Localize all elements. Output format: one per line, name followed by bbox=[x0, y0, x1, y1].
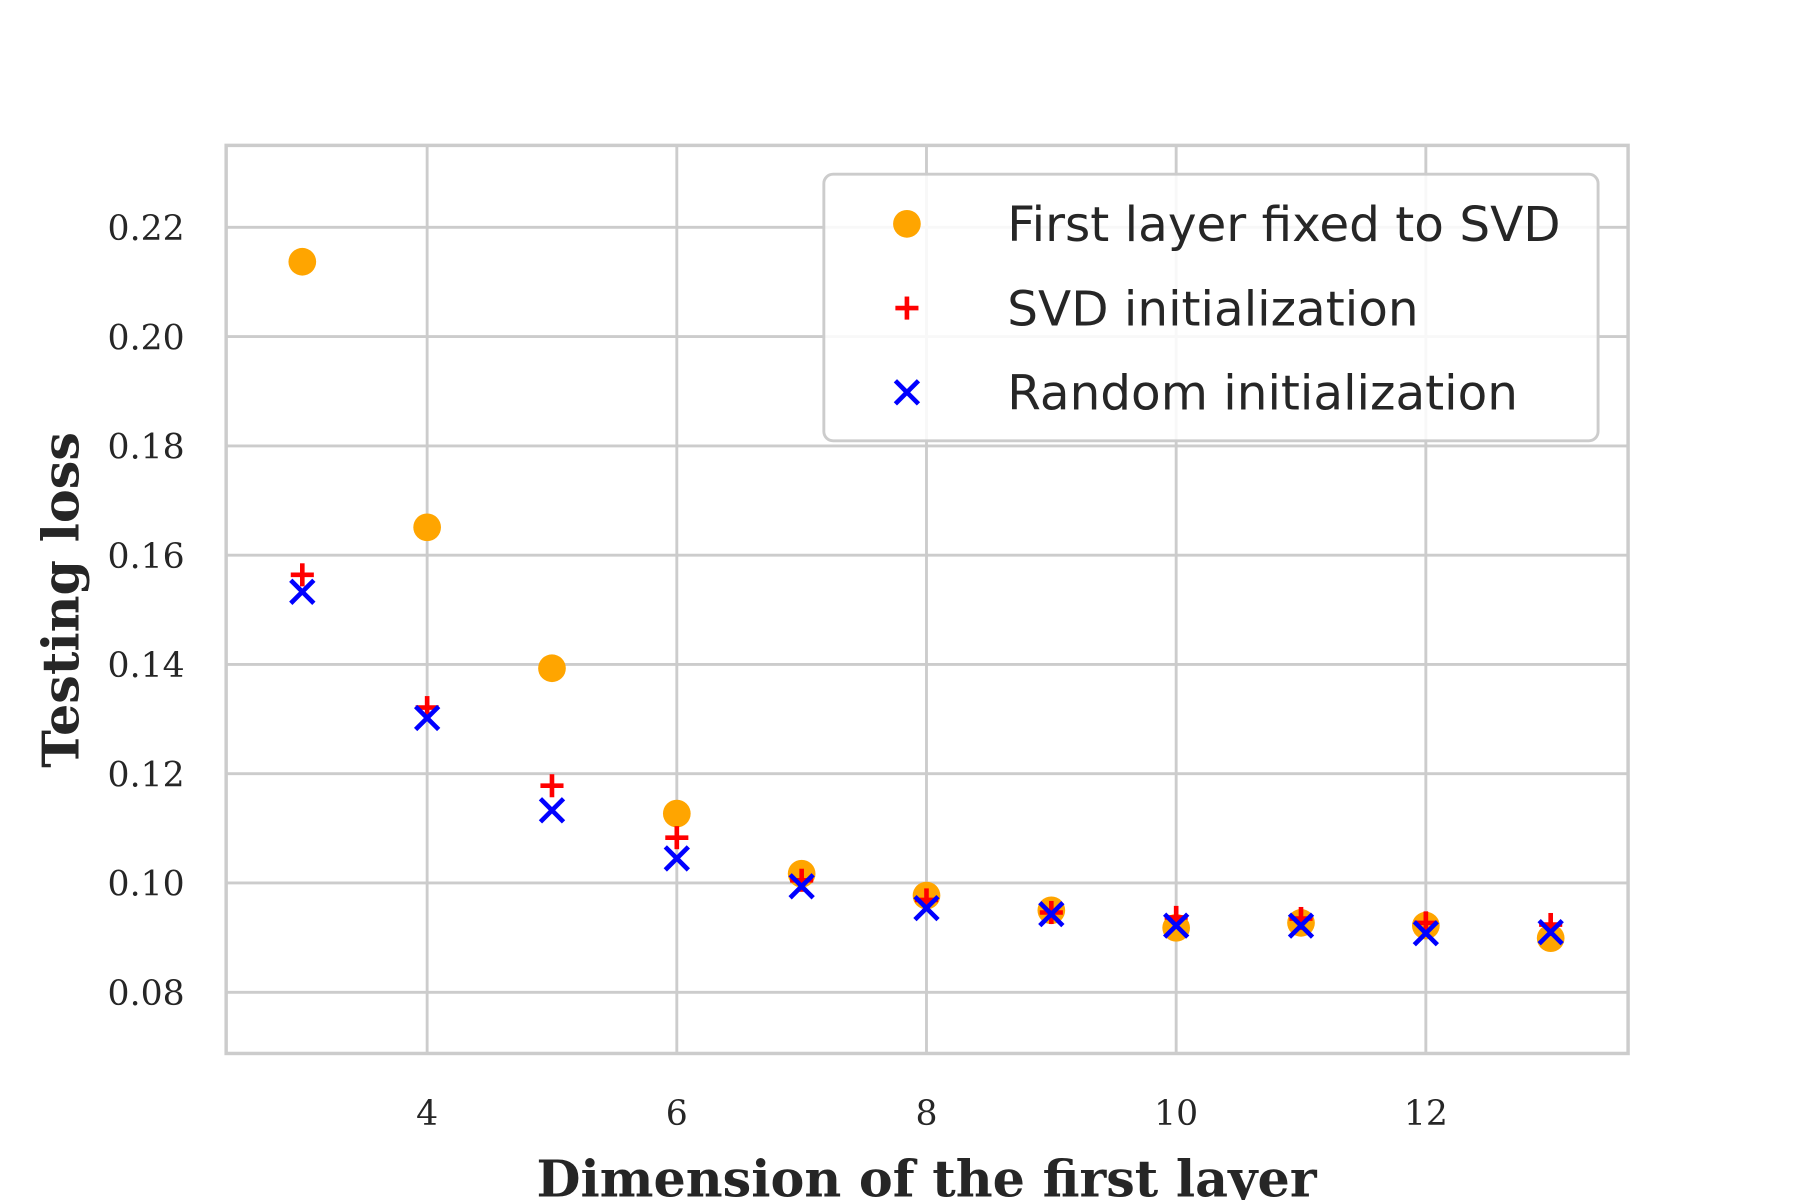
data-points bbox=[288, 247, 1565, 953]
x-stroke bbox=[663, 845, 690, 872]
circle-marker bbox=[893, 210, 921, 238]
x-stroke bbox=[413, 704, 441, 732]
x-tick-label: 10 bbox=[1154, 1094, 1198, 1134]
tick-labels: 4 6 8 10 12 0.08 0.10 0.12 0.14 0.16 0.18 0.20 0.22 bbox=[108, 209, 1448, 1134]
x-tick-label: 8 bbox=[915, 1094, 937, 1134]
legend: First layer fixed to SVD SVD initializati… bbox=[822, 172, 1600, 443]
series-x bbox=[289, 578, 1564, 947]
plus-marker bbox=[540, 774, 564, 798]
x-marker bbox=[1038, 900, 1065, 928]
x-marker bbox=[788, 873, 815, 900]
circle-marker bbox=[538, 654, 566, 683]
x-marker bbox=[538, 797, 566, 824]
x-stroke bbox=[538, 797, 566, 824]
circle-marker bbox=[1536, 924, 1565, 953]
y-tick-label: 0.22 bbox=[108, 209, 185, 249]
y-tick-label: 0.20 bbox=[108, 318, 185, 358]
y-tick-label: 0.16 bbox=[108, 537, 185, 577]
legend-label: SVD initialization bbox=[1007, 281, 1418, 337]
x-marker bbox=[289, 578, 316, 605]
x-marker bbox=[1287, 912, 1315, 939]
x-axis-label: Dimension of the first layer bbox=[536, 1149, 1317, 1200]
plus-marker bbox=[665, 826, 689, 850]
x-stroke bbox=[913, 894, 940, 922]
legend-label: Random initialization bbox=[1007, 366, 1518, 422]
x-stroke bbox=[893, 379, 921, 406]
x-stroke bbox=[788, 873, 815, 900]
plot-frame bbox=[224, 143, 1630, 1056]
x-marker bbox=[413, 704, 441, 732]
x-stroke bbox=[289, 578, 316, 605]
x-tick-label: 6 bbox=[666, 1094, 688, 1134]
circle-marker bbox=[413, 513, 441, 542]
x-marker bbox=[1412, 920, 1440, 947]
x-marker bbox=[893, 379, 921, 406]
x-stroke bbox=[1038, 900, 1065, 928]
x-marker bbox=[1537, 918, 1564, 946]
circle-marker bbox=[288, 247, 317, 276]
legend-label: First layer fixed to SVD bbox=[1007, 197, 1560, 253]
plus-marker bbox=[895, 296, 919, 320]
x-stroke bbox=[1412, 920, 1440, 947]
circle-marker bbox=[662, 799, 691, 828]
x-marker bbox=[913, 894, 940, 922]
y-tick-label: 0.14 bbox=[108, 646, 185, 686]
x-stroke bbox=[1162, 912, 1190, 939]
y-tick-label: 0.18 bbox=[108, 428, 185, 468]
plus-marker bbox=[290, 563, 314, 587]
x-tick-label: 4 bbox=[416, 1094, 438, 1134]
y-tick-label: 0.10 bbox=[108, 865, 185, 905]
x-marker bbox=[663, 845, 690, 872]
y-axis-label: Testing loss bbox=[30, 432, 90, 768]
y-tick-label: 0.12 bbox=[108, 755, 185, 795]
y-tick-label: 0.08 bbox=[108, 974, 185, 1014]
x-stroke bbox=[1287, 912, 1315, 939]
x-tick-label: 12 bbox=[1404, 1094, 1448, 1134]
legend-box bbox=[822, 172, 1600, 443]
x-stroke bbox=[1537, 918, 1564, 946]
x-marker bbox=[1162, 912, 1190, 939]
